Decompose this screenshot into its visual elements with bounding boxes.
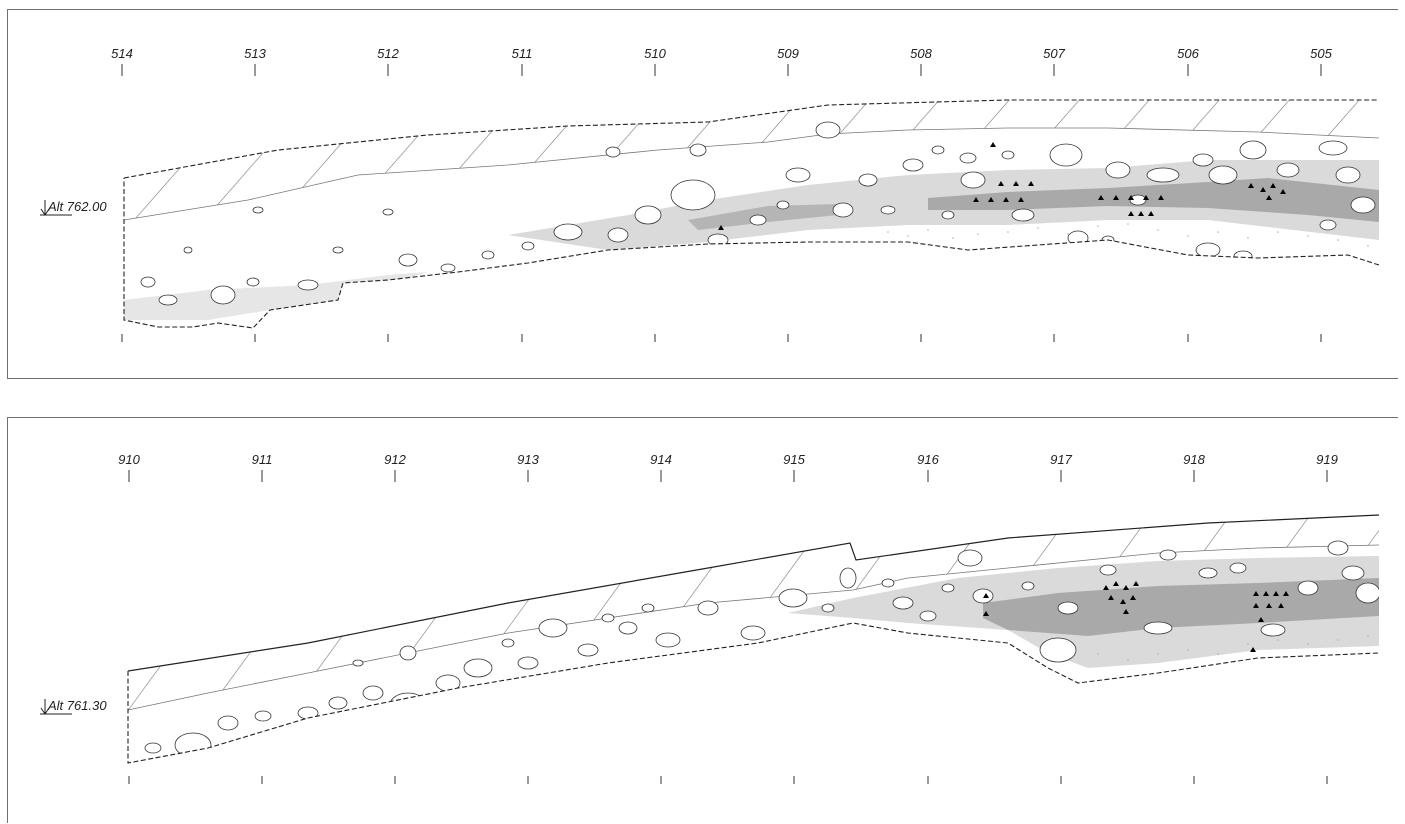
altitude-label: Alt 762.00: [47, 199, 107, 214]
grid-label: 919: [1316, 452, 1338, 467]
grid-label: 911: [252, 452, 273, 467]
stratigraphy-layers: [788, 556, 1379, 668]
altitude-marker: Alt 761.30: [40, 698, 107, 714]
grid-label: 914: [650, 452, 672, 467]
grid-label: 910: [118, 452, 140, 467]
grid-label: 508: [910, 46, 932, 61]
altitude-marker: Alt 762.00: [40, 199, 107, 215]
grid-label: 916: [917, 452, 939, 467]
grid-label: 913: [517, 452, 539, 467]
grid-ticks-bottom: [129, 776, 1327, 784]
grid-label: 918: [1183, 452, 1205, 467]
grid-label: 512: [377, 46, 399, 61]
grid-label: 915: [783, 452, 805, 467]
section-profile-top-svg: 514 513 512 511 510 509 508 507 506 505: [8, 10, 1399, 380]
grid-label: 505: [1310, 46, 1332, 61]
grid-label: 513: [244, 46, 266, 61]
grid-ticks-top: [122, 64, 1321, 76]
section-drawing-top: 514 513 512 511 510 509 508 507 506 505: [7, 9, 1398, 379]
grid-label: 509: [777, 46, 799, 61]
altitude-label: Alt 761.30: [47, 698, 107, 713]
grid-label: 514: [111, 46, 133, 61]
grid-label: 917: [1050, 452, 1072, 467]
stratigraphy-layers: [124, 160, 1379, 320]
grid-label: 507: [1043, 46, 1065, 61]
grid-ticks-bottom: [122, 334, 1321, 342]
grid-label: 511: [512, 46, 533, 61]
grid-ticks-top: [129, 470, 1327, 482]
grid-label: 510: [644, 46, 666, 61]
section-drawing-bottom: 910 911 912 913 914 915 916 917 918 919: [7, 417, 1398, 823]
grid-label: 506: [1177, 46, 1199, 61]
section-profile-bottom-svg: 910 911 912 913 914 915 916 917 918 919: [8, 418, 1399, 824]
grid-label: 912: [384, 452, 406, 467]
